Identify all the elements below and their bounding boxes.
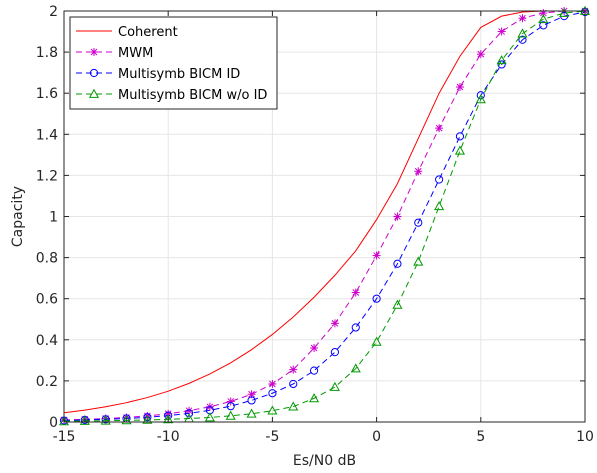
circle-marker [330, 348, 340, 357]
star-marker [455, 83, 464, 92]
triangle-marker [58, 416, 70, 426]
star-marker [372, 251, 381, 260]
circle-marker [143, 413, 152, 422]
circle-marker [497, 60, 506, 69]
series-line [63, 11, 586, 422]
legend-entry: MWM [76, 46, 153, 61]
star-marker [414, 167, 423, 176]
triangle-marker [538, 13, 549, 24]
triangle-marker [434, 200, 445, 211]
y-tick-label: 0.6 [36, 292, 58, 308]
triangle-marker [204, 412, 215, 422]
star-marker [497, 27, 506, 36]
legend-box [69, 16, 278, 110]
series-line [63, 10, 585, 414]
circle-marker [268, 389, 277, 398]
circle-marker [435, 175, 444, 184]
triangle-marker [475, 94, 486, 104]
triangle-marker [267, 405, 278, 415]
triangle-marker [454, 145, 466, 155]
y-tick-label: 1 [49, 210, 58, 226]
legend-label: MWM [118, 46, 153, 61]
y-tick-label: 1.4 [36, 127, 58, 143]
legend-label: Coherent [118, 25, 178, 40]
triangle-marker [79, 415, 90, 425]
star-marker [330, 319, 339, 328]
circle-marker [226, 402, 235, 411]
circle-marker [414, 218, 423, 227]
y-tick-label: 0.2 [36, 374, 58, 390]
y-axis-title: Capacity [10, 186, 26, 247]
triangle-marker [392, 299, 403, 309]
triangle-marker [88, 88, 100, 98]
circle-marker [539, 21, 548, 30]
circle-marker [247, 396, 256, 405]
triangle-marker [288, 401, 299, 411]
legend-entry: Multisymb BICM ID [76, 67, 240, 82]
star-marker [476, 50, 485, 59]
triangle-marker [517, 28, 528, 38]
triangle-marker [350, 363, 361, 373]
legend-entry: Multisymb BICM w/o ID [76, 88, 267, 103]
y-tick-label: 0.8 [36, 251, 58, 267]
y-tick-label: 0.4 [36, 333, 58, 349]
star-marker [268, 379, 277, 388]
triangle-marker [496, 55, 507, 65]
series-multisymb-bicm-w-o-id [58, 5, 591, 426]
star-marker [435, 124, 444, 133]
circle-marker [393, 259, 402, 268]
star-marker [289, 365, 298, 374]
x-tick-label: -10 [157, 429, 180, 445]
x-tick-label: 10 [576, 429, 594, 445]
triangle-marker [371, 336, 382, 346]
series-multisymb-bicm-id [59, 7, 590, 425]
x-tick-label: -5 [265, 429, 279, 445]
star-marker [518, 14, 527, 23]
x-axis-title: Es/N0 dB [293, 453, 356, 469]
triangle-marker [225, 410, 236, 420]
triangle-marker [246, 408, 257, 418]
circle-marker [184, 409, 194, 418]
triangle-marker [559, 7, 570, 17]
star-marker [351, 288, 360, 297]
circle-marker [351, 323, 360, 332]
legend: Coherent MWM Multisymb BICM ID Multisymb BI… [69, 16, 278, 110]
circle-marker [89, 68, 99, 78]
legend-entry: Coherent [76, 25, 178, 40]
x-tick-label: 5 [476, 429, 485, 445]
y-tick-label: 0 [49, 415, 58, 431]
triangle-marker [142, 414, 153, 424]
series-line [63, 10, 586, 422]
star-marker [393, 212, 402, 221]
circle-marker [372, 294, 381, 303]
circle-marker [455, 132, 465, 141]
triangle-marker [100, 415, 111, 425]
y-tick-label: 1.2 [36, 168, 58, 184]
triangle-marker [413, 256, 424, 266]
x-tick-label: 0 [372, 429, 381, 445]
y-tick-label: 1.8 [36, 45, 58, 61]
triangle-marker [163, 414, 174, 424]
triangle-marker [121, 415, 132, 425]
series-line [63, 10, 585, 421]
legend-label: Multisymb BICM w/o ID [118, 88, 267, 103]
y-tick-label: 1.6 [36, 86, 58, 102]
triangle-marker [309, 393, 320, 403]
y-tick-label: 2 [49, 4, 58, 20]
circle-marker [518, 35, 527, 44]
star-marker [90, 48, 98, 56]
triangle-marker [329, 381, 340, 391]
x-tick-label: -15 [53, 429, 76, 445]
star-marker [310, 344, 319, 353]
series-coherent [63, 10, 585, 414]
circle-marker [289, 379, 298, 389]
legend-label: Multisymb BICM ID [118, 67, 240, 82]
axis-ticks: -15 -10 -5 0 5 10 0 0.2 0.4 0.6 0.8 1 1.2 1.4 1.6 1.8 2 [36, 4, 594, 445]
circle-marker [309, 366, 319, 375]
